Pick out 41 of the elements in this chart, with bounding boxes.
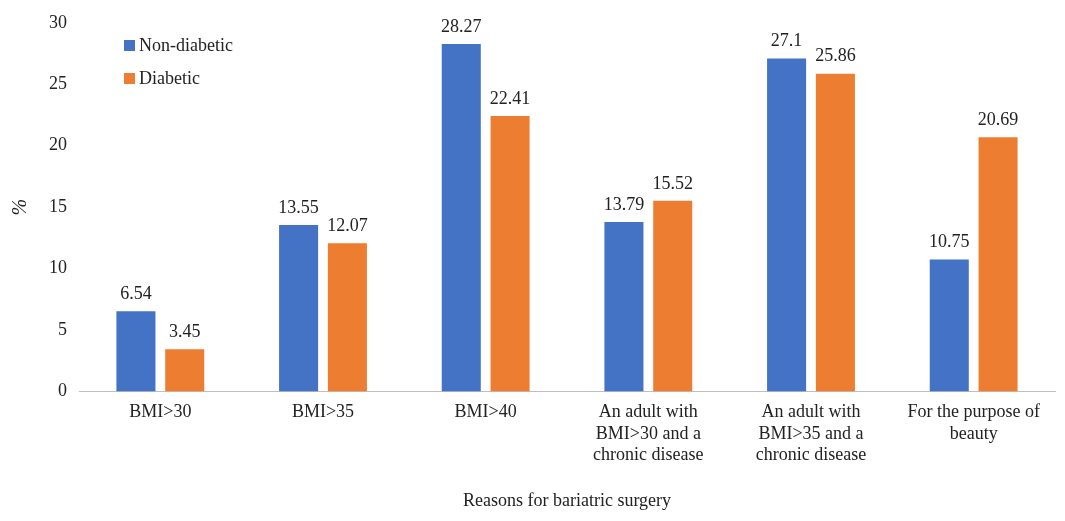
- data-label: 10.75: [929, 231, 970, 252]
- data-label: 20.69: [977, 108, 1019, 129]
- bar: [767, 58, 807, 392]
- y-tick-label: 20: [49, 134, 67, 155]
- data-label: 27.1: [770, 30, 803, 51]
- legend-label: Diabetic: [139, 67, 200, 89]
- x-tick-label: For the purpose of beauty: [907, 401, 1040, 443]
- data-label: 22.41: [489, 87, 531, 108]
- y-tick-label: 5: [58, 318, 67, 339]
- x-axis-title: Reasons for bariatric surgery: [462, 489, 672, 510]
- data-label: 13.55: [278, 196, 319, 217]
- bar: [815, 73, 855, 392]
- x-tick-label: BMI>35: [291, 401, 355, 422]
- bar: [116, 311, 156, 392]
- x-tick-label: An adult with BMI>35 and a chronic disease: [755, 401, 867, 465]
- data-label: 3.45: [168, 320, 201, 341]
- bar: [653, 200, 693, 392]
- y-tick-label: 30: [49, 11, 67, 32]
- bar: [490, 116, 530, 392]
- y-tick-label: 0: [58, 380, 67, 401]
- legend-label: Non-diabetic: [139, 34, 233, 56]
- x-tick-label: An adult with BMI>30 and a chronic disease: [593, 401, 704, 465]
- bar: [279, 225, 319, 392]
- bar: [604, 222, 644, 392]
- bar: [929, 259, 969, 392]
- data-label: 15.52: [652, 172, 693, 193]
- bar: [441, 44, 481, 392]
- data-label: 12.07: [327, 214, 368, 235]
- y-tick-label: 25: [49, 73, 67, 93]
- data-label: 25.86: [815, 45, 856, 66]
- bar: [165, 349, 205, 392]
- bar: [978, 137, 1018, 392]
- y-tick-label: 15: [49, 195, 67, 216]
- y-axis-title: %: [8, 198, 31, 216]
- y-tick-label: 10: [49, 257, 67, 278]
- data-label: 13.79: [603, 193, 645, 214]
- data-label: 28.27: [441, 15, 482, 36]
- x-tick-label: BMI>30: [129, 401, 192, 422]
- data-label: 6.54: [120, 282, 152, 303]
- bar: [327, 243, 367, 392]
- x-tick-label: BMI>40: [454, 401, 517, 422]
